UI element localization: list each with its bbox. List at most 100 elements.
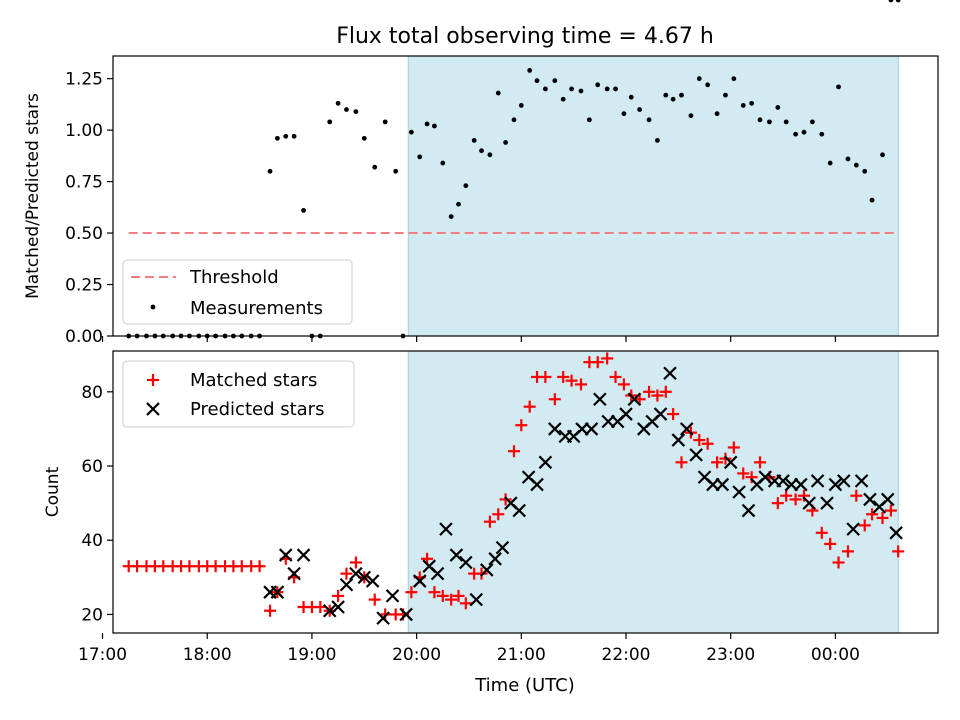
matched-star-point — [815, 526, 828, 539]
x-tick-label: 18:00 — [183, 645, 232, 665]
matched-star-point — [866, 508, 879, 521]
ratio-panel: 0.00 0.25 0.50 0.75 1.00 1.25 Matched/Predict… — [23, 0, 939, 347]
measurement-point — [604, 86, 610, 92]
matched-star-point — [507, 445, 520, 458]
matched-star-point — [548, 393, 561, 406]
x-tick-label: 21:00 — [497, 645, 546, 665]
measurement-point — [372, 164, 378, 170]
predicted-star-point — [663, 366, 677, 381]
predicted-star-point — [679, 422, 694, 436]
measurement-point — [534, 78, 540, 84]
matched-star-point — [643, 385, 656, 398]
predicted-star-point — [322, 603, 337, 618]
matched-star-point — [379, 608, 392, 621]
count-y-axis-label: Count — [43, 466, 63, 517]
measurement-point — [801, 129, 807, 135]
matched-star-point — [617, 378, 630, 391]
ratio-y-axis-label: Matched/Predicted stars — [23, 93, 43, 299]
x-tick-label: 22:00 — [602, 645, 651, 665]
predicted-star-point — [512, 503, 526, 518]
measurement-point — [424, 121, 430, 127]
measurement-point — [679, 92, 684, 98]
matched-star-point — [436, 589, 449, 602]
1-y-tick-label: 40 — [81, 531, 103, 551]
predicted-star-point — [287, 566, 301, 581]
measurement-point — [853, 162, 859, 168]
matched-star-point — [601, 352, 614, 365]
predicted-star-point — [469, 592, 484, 607]
legend-predicted-swatch — [146, 402, 160, 416]
predicted-star-point — [627, 392, 642, 407]
ratio-x-ticks — [101, 336, 836, 342]
measurement-point — [274, 135, 280, 141]
predicted-star-point — [399, 607, 413, 622]
1-y-tick-label: 60 — [81, 457, 103, 477]
count-panel: 20 40 60 80 17:00 18:00 19:00 20:00 21:00 22:00 2… — [43, 350, 939, 696]
x-tick-label: 19:00 — [287, 645, 336, 665]
measurement-point — [283, 133, 289, 139]
measurement-point — [382, 119, 388, 125]
matched-star-point — [789, 493, 802, 506]
0-y-tick-label: 0.00 — [65, 327, 103, 347]
predicted-star-point — [619, 407, 633, 421]
matched-star-point — [515, 419, 528, 432]
count-y-ticks: 20 40 60 80 — [81, 383, 113, 625]
matched-star-point — [368, 593, 381, 606]
measurement-point — [569, 86, 574, 92]
measurement-point — [670, 96, 676, 102]
measurement-point — [408, 129, 414, 135]
matched-star-point — [667, 408, 680, 421]
matched-star-point — [574, 378, 587, 391]
measurement-point — [895, 0, 901, 3]
measurement-point — [827, 160, 833, 166]
measurement-point — [845, 156, 851, 162]
matched-star-point — [609, 370, 622, 383]
0-y-tick-label: 1.25 — [65, 70, 103, 90]
measurement-point — [767, 119, 772, 125]
predicted-star-point — [820, 496, 834, 510]
predicted-star-point — [365, 574, 380, 588]
measurement-point — [578, 88, 584, 94]
matched-star-point — [565, 374, 578, 387]
measurement-point — [327, 119, 333, 125]
measurement-point — [819, 131, 825, 137]
measurement-point — [361, 135, 367, 141]
predicted-star-point — [854, 474, 869, 488]
predicted-star-point — [828, 477, 843, 492]
predicted-star-point — [758, 470, 773, 484]
measurement-point — [696, 76, 702, 82]
observing-window-span — [407, 55, 899, 337]
predicted-star-point — [439, 522, 453, 536]
predicted-star-point — [802, 496, 817, 510]
legend-predicted-label: Predicted stars — [190, 399, 324, 420]
measurement-point — [463, 183, 469, 189]
legend-measurements-label: Measurements — [190, 298, 323, 319]
measurement-point — [836, 84, 841, 90]
matched-star-point — [824, 537, 837, 550]
matched-star-point — [557, 370, 570, 383]
measurement-point — [393, 168, 399, 174]
measurement-point — [552, 78, 558, 84]
x-tick-label: 00:00 — [811, 645, 860, 665]
measurement-point — [613, 86, 618, 92]
0-y-tick-label: 0.75 — [65, 173, 103, 193]
matched-star-point — [492, 508, 505, 521]
predicted-star-point — [863, 492, 877, 507]
measurement-point — [267, 168, 273, 174]
predicted-star-point — [653, 407, 668, 421]
matched-star-point — [737, 467, 750, 480]
legend-matched-swatch — [147, 374, 159, 386]
predicted-star-point — [357, 570, 372, 585]
matched-star-point — [745, 471, 758, 484]
0-y-tick-label: 0.25 — [65, 276, 103, 296]
matched-stars-points — [122, 352, 905, 621]
measurement-point — [353, 109, 359, 114]
matched-star-point — [591, 356, 604, 369]
predicted-star-point — [488, 552, 502, 566]
count-legend-box — [122, 360, 355, 428]
measurement-point — [783, 119, 789, 125]
predicted-star-point — [810, 474, 825, 488]
measurement-point — [527, 68, 533, 73]
measurement-point — [335, 100, 341, 106]
